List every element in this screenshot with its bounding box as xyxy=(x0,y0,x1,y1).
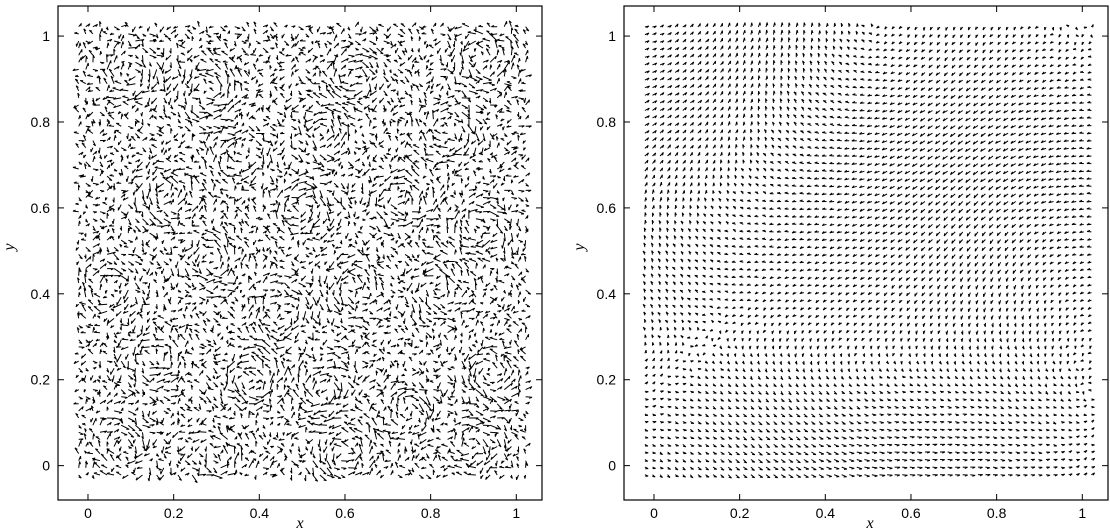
y-tick-label: 0.6 xyxy=(31,200,51,216)
x-tick-label: 0.6 xyxy=(335,505,355,521)
y-tick-label: 1 xyxy=(608,28,616,44)
y-tick-label: 1 xyxy=(42,28,50,44)
y-tick-label: 0.8 xyxy=(31,114,51,130)
right-axis-ticks: 0 0.2 0.4 0.6 0.8 1 0 0.2 0.4 0.6 0.8 1 xyxy=(597,6,1108,521)
x-tick-label: 0 xyxy=(84,505,92,521)
x-tick-label: 0.8 xyxy=(421,505,441,521)
y-tick-label: 0.2 xyxy=(31,372,51,388)
x-tick-label: 0.6 xyxy=(901,505,921,521)
x-tick-label: 0 xyxy=(650,505,658,521)
y-tick-label: 0.2 xyxy=(597,372,617,388)
right-quiver-panel: 0 0.2 0.4 0.6 0.8 1 0 0.2 0.4 0.6 0.8 1 x y xyxy=(571,5,1109,532)
y-tick-label: 0 xyxy=(608,458,616,474)
x-tick-label: 1 xyxy=(1078,505,1086,521)
right-y-axis-label: y xyxy=(571,243,588,253)
velocity-arrows xyxy=(72,20,533,484)
left-x-axis-label: x xyxy=(295,515,303,532)
right-plot-frame xyxy=(623,5,1109,501)
velocity-arrows xyxy=(642,22,1096,479)
x-tick-label: 0.4 xyxy=(250,505,270,521)
left-vector-field xyxy=(72,20,533,484)
x-tick-label: 0.2 xyxy=(164,505,184,521)
y-tick-label: 0.8 xyxy=(597,114,617,130)
y-tick-label: 0.4 xyxy=(31,286,51,302)
x-tick-label: 0.8 xyxy=(987,505,1007,521)
left-plot-frame xyxy=(57,5,543,501)
y-tick-label: 0.6 xyxy=(597,200,617,216)
left-y-axis-label: y xyxy=(1,243,18,253)
y-tick-label: 0.4 xyxy=(597,286,617,302)
x-tick-label: 1 xyxy=(512,505,520,521)
x-tick-label: 0.4 xyxy=(816,505,836,521)
right-x-axis-label: x xyxy=(865,515,873,532)
y-tick-label: 0 xyxy=(42,458,50,474)
right-vector-field xyxy=(642,22,1096,479)
left-axis-ticks: 0 0.2 0.4 0.6 0.8 1 0 0.2 0.4 0.6 0.8 1 xyxy=(31,6,542,521)
x-tick-label: 0.2 xyxy=(730,505,750,521)
left-quiver-panel: 0 0.2 0.4 0.6 0.8 1 0 0.2 0.4 0.6 0.8 1 x y xyxy=(1,5,543,532)
